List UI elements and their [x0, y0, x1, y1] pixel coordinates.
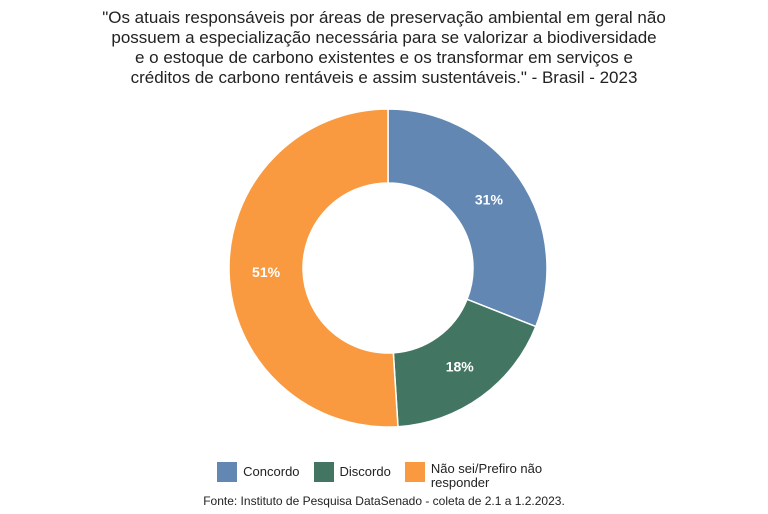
title-line: e o estoque de carbono existentes e os t… — [135, 48, 633, 67]
legend-label-concordo: Concordo — [243, 464, 300, 479]
legend-swatch-concordo — [217, 462, 238, 482]
slice-label-1: 18% — [446, 359, 475, 375]
legend-label-nao-sei: Não sei/Prefiro não responder — [430, 461, 543, 490]
legend-item-discordo: Discordo — [313, 462, 391, 482]
title-line: créditos de carbono rentáveis e assim su… — [130, 68, 638, 87]
donut-slice-1 — [392, 298, 537, 428]
source-note: Fonte: Instituto de Pesquisa DataSenado … — [203, 494, 565, 508]
slice-label-0: 31% — [475, 191, 504, 207]
donut-slice-0 — [387, 108, 548, 328]
legend-item-concordo: Concordo — [217, 462, 300, 482]
legend: Concordo Discordo Não sei/Prefiro não re… — [0, 462, 768, 490]
title-line: possuem a especialização necessária para… — [111, 28, 657, 47]
chart-title: "Os atuais responsáveis por áreas de pre… — [40, 8, 728, 88]
legend-swatch-discordo — [313, 462, 334, 482]
legend-label-discordo: Discordo — [339, 464, 391, 479]
legend-swatch-nao-sei — [404, 462, 425, 482]
donut-slice-2 — [228, 108, 399, 428]
slice-label-2: 51% — [252, 264, 281, 280]
title-line: "Os atuais responsáveis por áreas de pre… — [102, 8, 666, 27]
legend-item-nao-sei: Não sei/Prefiro não responder — [404, 461, 551, 490]
